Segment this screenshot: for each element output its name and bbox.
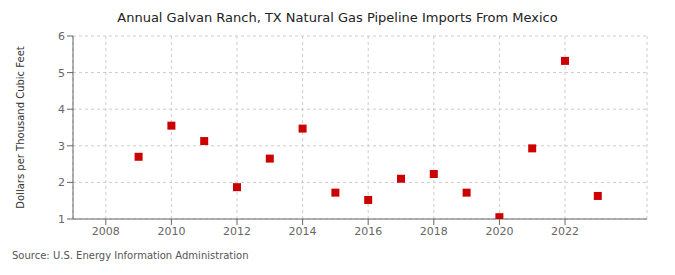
svg-text:Dollars per Thousand Cubic Fee: Dollars per Thousand Cubic Feet — [15, 46, 26, 209]
html-text:Annual Galvan Ranch, TX Natura: Annual Galvan Ranch, TX Natural Gas Pipe… — [117, 10, 558, 25]
html-text:Source: U.S. Energy Informatio: Source: U.S. Energy Information Administ… — [12, 250, 249, 261]
svg-text:2018: 2018 — [420, 225, 448, 238]
svg-text:3: 3 — [58, 140, 65, 153]
svg-text:4: 4 — [58, 103, 65, 116]
svg-text:2008: 2008 — [92, 225, 120, 238]
svg-text:2: 2 — [58, 176, 65, 189]
svg-text:2016: 2016 — [354, 225, 382, 238]
svg-text:2010: 2010 — [157, 225, 185, 238]
svg-text:2022: 2022 — [551, 225, 579, 238]
svg-text:6: 6 — [58, 30, 65, 43]
svg-text:2020: 2020 — [485, 225, 513, 238]
svg-text:2014: 2014 — [289, 225, 317, 238]
svg-text:2012: 2012 — [223, 225, 251, 238]
svg-text:1: 1 — [58, 213, 65, 226]
svg-text:5: 5 — [58, 67, 65, 80]
